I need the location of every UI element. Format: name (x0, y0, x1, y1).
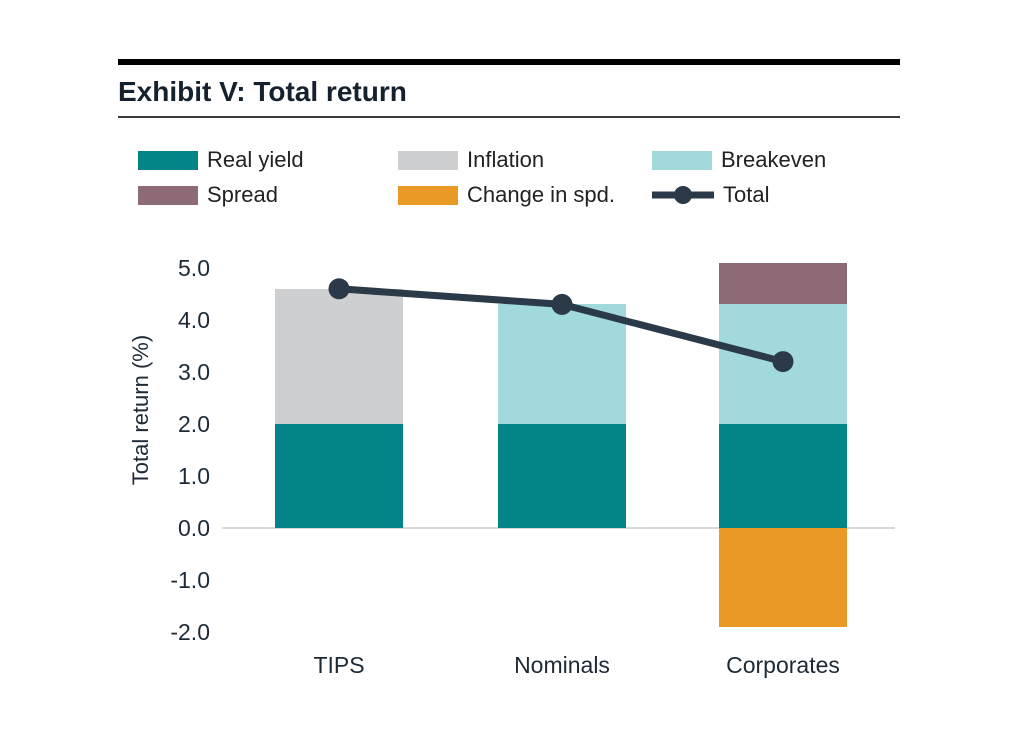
legend-swatch (398, 185, 458, 205)
legend-item-label: Breakeven (721, 147, 827, 172)
legend-item-total: Total (652, 182, 900, 207)
bar-segment-real-yield-nominals (498, 424, 626, 528)
y-tick-label: 0.0 (178, 515, 210, 541)
legend-item-breakeven: Breakeven (652, 147, 900, 172)
bar-segment-change-in-spd-corporates (719, 528, 847, 627)
plot-area (222, 255, 895, 650)
y-tick-label: 2.0 (178, 411, 210, 437)
legend-item-change-in-spd: Change in spd. (398, 182, 652, 207)
total-line-point (772, 351, 794, 373)
y-tick-label: -1.0 (170, 567, 210, 593)
legend-swatch (138, 150, 198, 170)
legend-item-label: Total (723, 182, 770, 207)
y-tick-label: -2.0 (170, 619, 210, 645)
legend-item-spread: Spread (138, 182, 398, 207)
top-rule (118, 59, 900, 65)
y-tick-label: 1.0 (178, 463, 210, 489)
bar-segment-breakeven-nominals (498, 304, 626, 424)
legend-item-label: Real yield (207, 147, 304, 172)
chart-legend: Real yield Inflation Breakeven Spread Change… (138, 147, 900, 207)
legend-item-label: Change in spd. (467, 182, 615, 207)
category-label-corporates: Corporates (726, 652, 840, 678)
y-tick-label: 4.0 (178, 307, 210, 333)
y-tick-label: 3.0 (178, 359, 210, 385)
bar-segment-inflation-tips (275, 288, 403, 424)
legend-swatch (652, 150, 712, 170)
category-label-tips: TIPS (313, 652, 365, 678)
title-rule (118, 116, 900, 118)
total-line (328, 278, 794, 373)
legend-item-label: Spread (207, 182, 278, 207)
bar-segment-spread-corporates (719, 262, 847, 305)
category-label-nominals: Nominals (514, 652, 610, 678)
legend-item-label: Inflation (467, 147, 545, 172)
exhibit-title: Exhibit V: Total return (118, 76, 407, 107)
total-line-point (551, 293, 573, 315)
legend-swatch (138, 185, 198, 205)
bar-segment-real-yield-tips (275, 424, 403, 528)
legend-swatch (398, 150, 458, 170)
zero-gridline (222, 527, 895, 529)
bar-segment-real-yield-corporates (719, 424, 847, 528)
legend-item-real-yield: Real yield (138, 147, 398, 172)
total-line-point (328, 278, 350, 300)
y-tick-label: 5.0 (178, 255, 210, 281)
total-line-marker-icon (652, 186, 714, 204)
legend-item-inflation: Inflation (398, 147, 652, 172)
